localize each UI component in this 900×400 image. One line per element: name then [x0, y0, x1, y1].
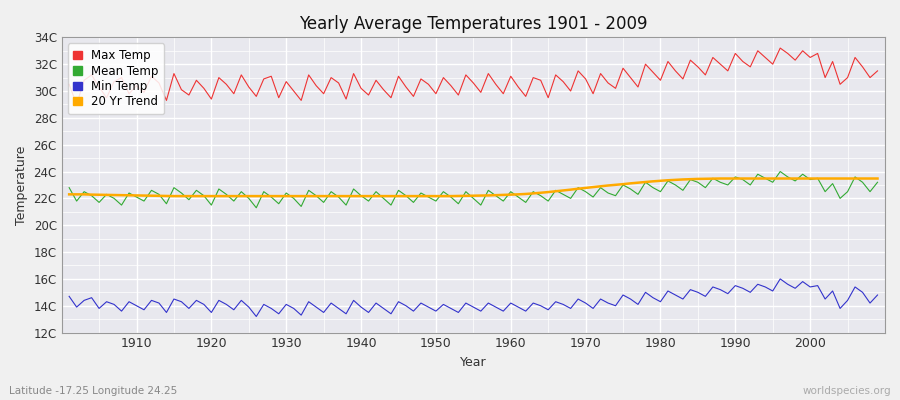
Title: Yearly Average Temperatures 1901 - 2009: Yearly Average Temperatures 1901 - 2009 [299, 15, 648, 33]
Legend: Max Temp, Mean Temp, Min Temp, 20 Yr Trend: Max Temp, Mean Temp, Min Temp, 20 Yr Tre… [68, 43, 165, 114]
Text: Latitude -17.25 Longitude 24.25: Latitude -17.25 Longitude 24.25 [9, 386, 177, 396]
Text: worldspecies.org: worldspecies.org [803, 386, 891, 396]
Y-axis label: Temperature: Temperature [15, 145, 28, 225]
X-axis label: Year: Year [460, 356, 487, 369]
